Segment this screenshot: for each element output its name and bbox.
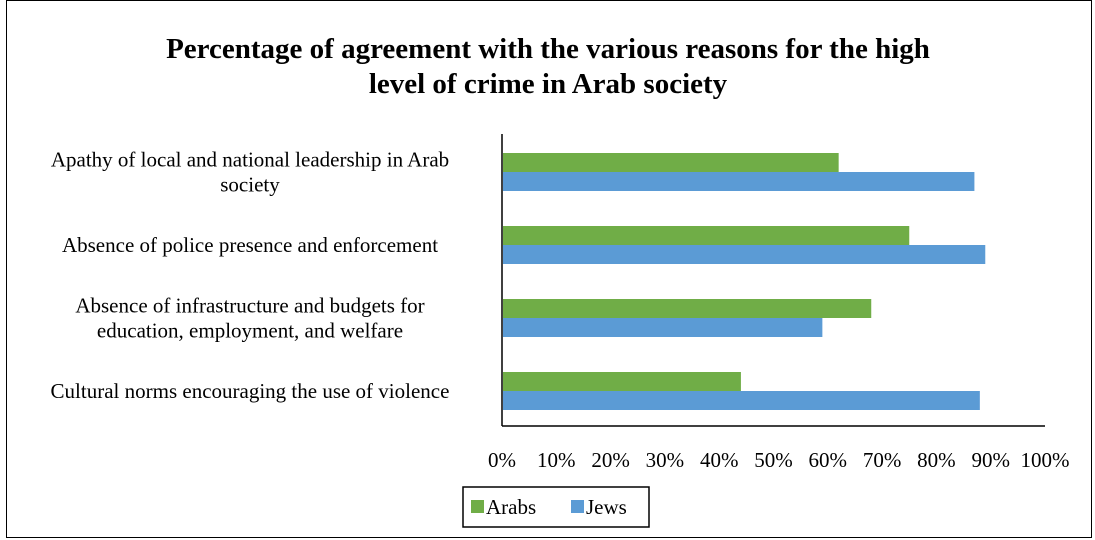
bar-arabs: [503, 226, 910, 245]
category-label: Absence of police presence and enforceme…: [62, 233, 438, 257]
x-tick-label: 100%: [1021, 448, 1070, 472]
chart-title-line: Percentage of agreement with the various…: [166, 33, 930, 65]
x-tick-label: 50%: [754, 448, 793, 472]
legend-swatch-jews: [571, 500, 584, 513]
bar-jews: [503, 318, 823, 337]
x-tick-label: 20%: [591, 448, 630, 472]
legend-label-jews: Jews: [586, 495, 627, 519]
chart-frame: [6, 0, 1092, 538]
x-tick-label: 0%: [488, 448, 516, 472]
bar-arabs: [503, 153, 839, 172]
category-label: Apathy of local and national leadership …: [51, 148, 449, 172]
x-tick-label: 60%: [809, 448, 848, 472]
bar-jews: [503, 391, 980, 410]
x-tick-label: 90%: [971, 448, 1010, 472]
category-label: Cultural norms encouraging the use of vi…: [51, 379, 450, 403]
bar-jews: [503, 172, 975, 191]
bar-jews: [503, 245, 986, 264]
category-label: Absence of infrastructure and budgets fo…: [75, 294, 424, 318]
legend-swatch-arabs: [471, 500, 484, 513]
x-tick-label: 40%: [700, 448, 739, 472]
x-tick-label: 80%: [917, 448, 956, 472]
category-label: education, employment, and welfare: [97, 319, 403, 343]
bar-arabs: [503, 299, 872, 318]
x-tick-label: 30%: [646, 448, 685, 472]
x-tick-label: 70%: [863, 448, 902, 472]
chart-title-line: level of crime in Arab society: [369, 68, 728, 100]
category-label: society: [220, 173, 280, 197]
legend-box: [462, 486, 650, 528]
bar-arabs: [503, 372, 741, 391]
x-tick-label: 10%: [537, 448, 576, 472]
legend-label-arabs: Arabs: [486, 495, 536, 519]
